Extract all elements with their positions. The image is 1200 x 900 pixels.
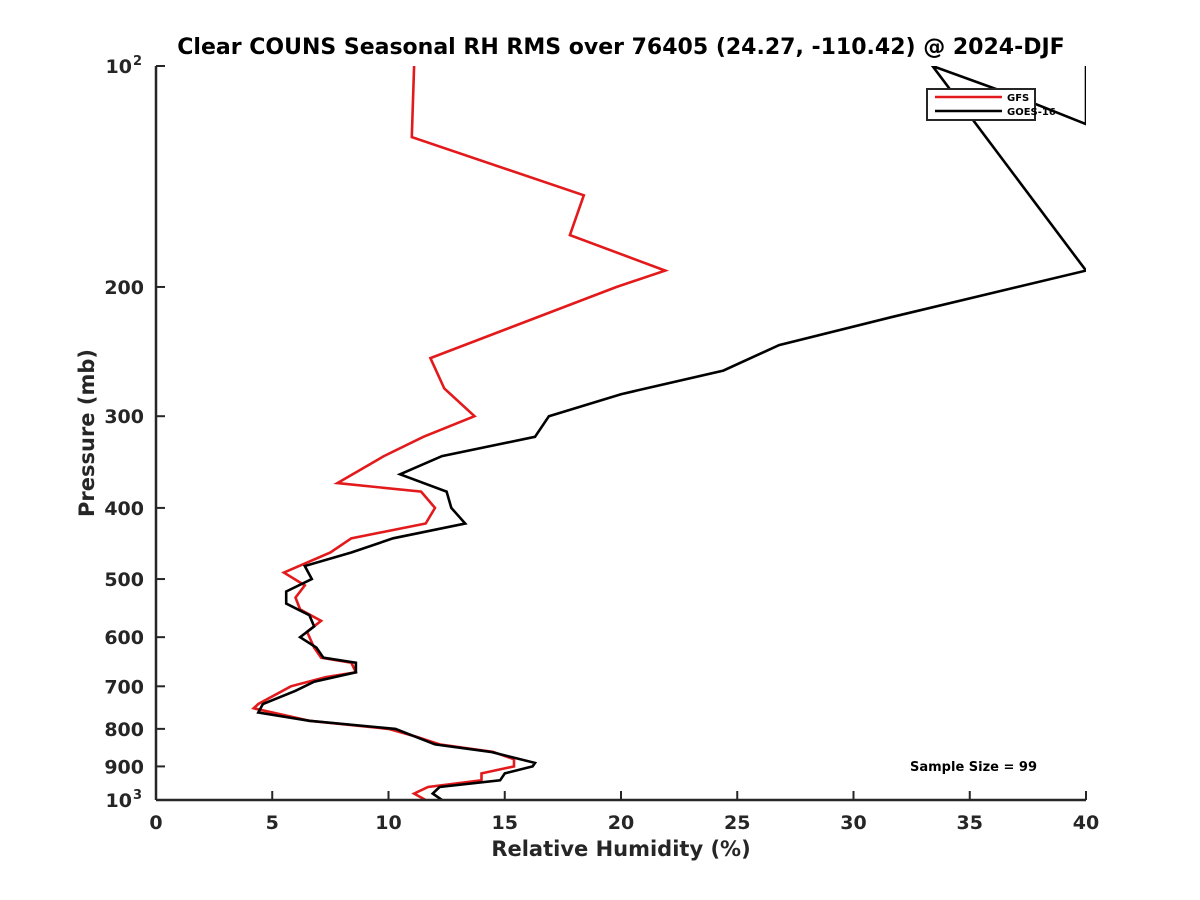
- y-tick-label: 900: [104, 756, 144, 778]
- series-line-gfs: [251, 66, 670, 800]
- y-tick-label: 800: [104, 719, 144, 741]
- legend: GFS GOES-16: [926, 88, 1056, 121]
- legend-label-gfs: GFS: [1007, 93, 1029, 104]
- legend-label-goes16: GOES-16: [1007, 107, 1056, 118]
- series-line-goes16: [256, 66, 1086, 800]
- x-tick-label: 5: [266, 812, 279, 834]
- y-tick-label: 700: [104, 676, 144, 698]
- y-tick-label: 500: [104, 569, 144, 591]
- y-axis-label: Pressure (mb): [75, 349, 99, 517]
- x-tick-label: 35: [957, 812, 983, 834]
- y-tick-label: 200: [104, 277, 144, 299]
- legend-box: [926, 88, 1036, 121]
- y-tick-exponent: 3: [133, 788, 142, 803]
- x-axis-label: Relative Humidity (%): [491, 837, 750, 861]
- x-tick-label: 15: [492, 812, 518, 834]
- y-tick-exponent: 2: [133, 54, 142, 69]
- y-tick-label: 10: [106, 56, 132, 78]
- x-tick-label: 30: [840, 812, 866, 834]
- sample-size-annotation: Sample Size = 99: [910, 760, 1037, 775]
- x-ticks: 0 5 10 15 20 25 30 35 40: [149, 791, 1099, 834]
- series-layer: [251, 66, 1086, 800]
- y-tick-label: 10: [106, 790, 132, 812]
- x-tick-label: 25: [724, 812, 750, 834]
- chart-title: Clear COUNS Seasonal RH RMS over 76405 (…: [177, 35, 1064, 60]
- x-tick-label: 20: [608, 812, 634, 834]
- y-tick-label: 600: [104, 627, 144, 649]
- x-tick-label: 0: [149, 812, 162, 834]
- x-tick-label: 40: [1073, 812, 1099, 834]
- y-tick-label: 300: [104, 406, 144, 428]
- y-tick-label: 400: [104, 498, 144, 520]
- x-tick-label: 10: [375, 812, 401, 834]
